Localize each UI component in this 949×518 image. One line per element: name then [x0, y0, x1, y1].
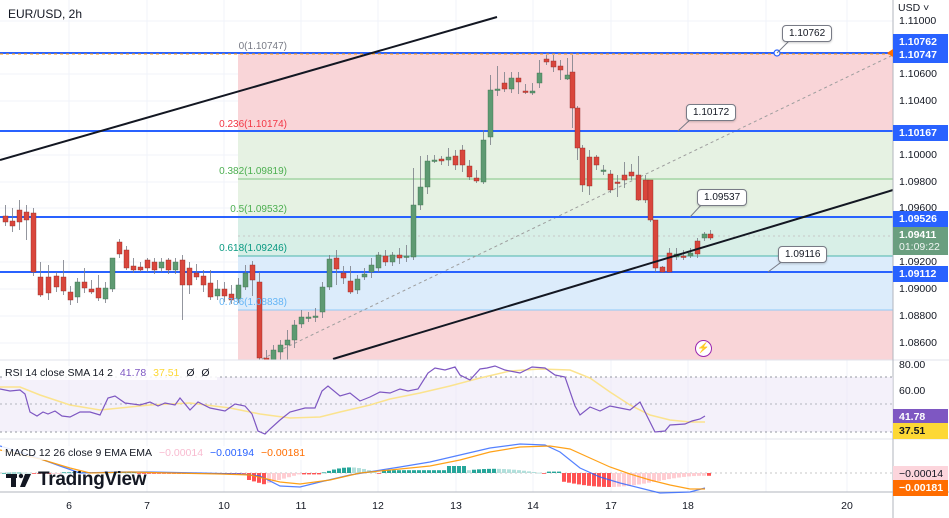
time-tick: 17 — [605, 500, 617, 512]
price-tick: 1.11000 — [899, 15, 937, 27]
price-callout[interactable]: 1.10172 — [686, 104, 737, 121]
price-tick: 1.10400 — [899, 95, 937, 107]
time-tick: 12 — [372, 500, 384, 512]
price-callout[interactable]: 1.09537 — [697, 189, 748, 206]
tradingview-logo-text: TradingView — [38, 469, 147, 490]
rsi-value: 41.78 — [119, 367, 147, 379]
macd-legend[interactable]: MACD 12 26 close 9 EMA EMA −0.00014 −0.0… — [2, 446, 313, 460]
macd-signal-value: −0.00181 — [261, 447, 306, 459]
price-tag: 1.10762 — [893, 34, 948, 50]
fib-label-05: 0.5(1.09532) — [230, 204, 287, 215]
candlesticks — [2, 55, 714, 361]
time-tick: 18 — [682, 500, 694, 512]
fib-label-0: 0(1.10747) — [238, 41, 287, 52]
price-tag: 1.10167 — [893, 125, 948, 141]
tradingview-logo[interactable]: TradingView — [6, 469, 147, 491]
upper-trendline — [0, 16, 498, 161]
fib-label-0236: 0.236(1.10174) — [219, 119, 287, 130]
time-tick: 14 — [527, 500, 539, 512]
fib-label-0786: 0.786(1.08838) — [219, 297, 287, 308]
macd-title: MACD 12 26 close 9 EMA EMA — [5, 447, 153, 459]
price-tick: 1.08800 — [899, 310, 937, 322]
macd-hist-value: −0.00014 — [158, 447, 204, 459]
fib-zones — [238, 53, 893, 360]
rsi-sma-value: 37.51 — [153, 367, 180, 379]
lower-trendline — [332, 189, 894, 360]
price-tick: 1.08600 — [899, 337, 937, 349]
price-tick: 1.10600 — [899, 68, 937, 80]
rsi-extra: Ø — [201, 367, 210, 379]
symbol-title[interactable]: EUR/USD, 2h — [8, 7, 83, 21]
rsi-tick: 60.00 — [899, 385, 926, 397]
fib-label-0618: 0.618(1.09246) — [219, 243, 287, 254]
currency-selector[interactable]: USD ˅ — [898, 2, 930, 14]
time-tick: 10 — [218, 500, 230, 512]
time-tick: 7 — [144, 500, 150, 512]
current-price: 1.09411 — [899, 229, 937, 241]
rsi-title: RSI 14 close SMA 14 2 — [5, 367, 113, 379]
rsi-extra: Ø — [186, 367, 195, 379]
rsi-legend[interactable]: RSI 14 close SMA 14 2 41.78 37.51 Ø Ø — [2, 366, 217, 380]
lightning-icon[interactable]: ⚡ — [695, 340, 712, 357]
time-tick: 13 — [450, 500, 462, 512]
macd-value: −0.00194 — [210, 447, 255, 459]
time-tick: 11 — [295, 500, 307, 512]
price-callout[interactable]: 1.10762 — [782, 25, 833, 42]
time-tick: 20 — [841, 500, 853, 512]
rsi-sma-tag: 37.51 — [893, 423, 948, 439]
fib-label-0382: 0.382(1.09819) — [219, 166, 287, 177]
rsi-tick: 80.00 — [899, 359, 926, 371]
price-callout[interactable]: 1.09116 — [778, 246, 828, 263]
rsi-tag: 41.78 — [893, 409, 948, 425]
time-tick: 6 — [66, 500, 72, 512]
price-tag: 1.09112 — [893, 266, 948, 282]
price-tag: 1.10747 — [893, 47, 948, 63]
macd-panel — [0, 443, 893, 494]
bar-countdown: 01:09:22 — [899, 241, 940, 253]
macd-signal-tag: −0.00181 — [893, 480, 948, 496]
macd-hist-tag: −0.00014 — [893, 466, 948, 482]
current-price-tag: 1.09411 01:09:22 — [893, 227, 948, 255]
fib-trend-line — [261, 54, 894, 360]
price-tag: 1.09526 — [893, 211, 948, 227]
rsi-panel — [0, 365, 893, 435]
price-tick: 1.09000 — [899, 283, 937, 295]
price-tick: 1.10000 — [899, 149, 937, 161]
tradingview-logo-icon — [6, 473, 31, 487]
price-tick: 1.09800 — [899, 176, 937, 188]
price-tick: 1.09200 — [899, 256, 937, 268]
horizontal-levels — [0, 52, 893, 273]
